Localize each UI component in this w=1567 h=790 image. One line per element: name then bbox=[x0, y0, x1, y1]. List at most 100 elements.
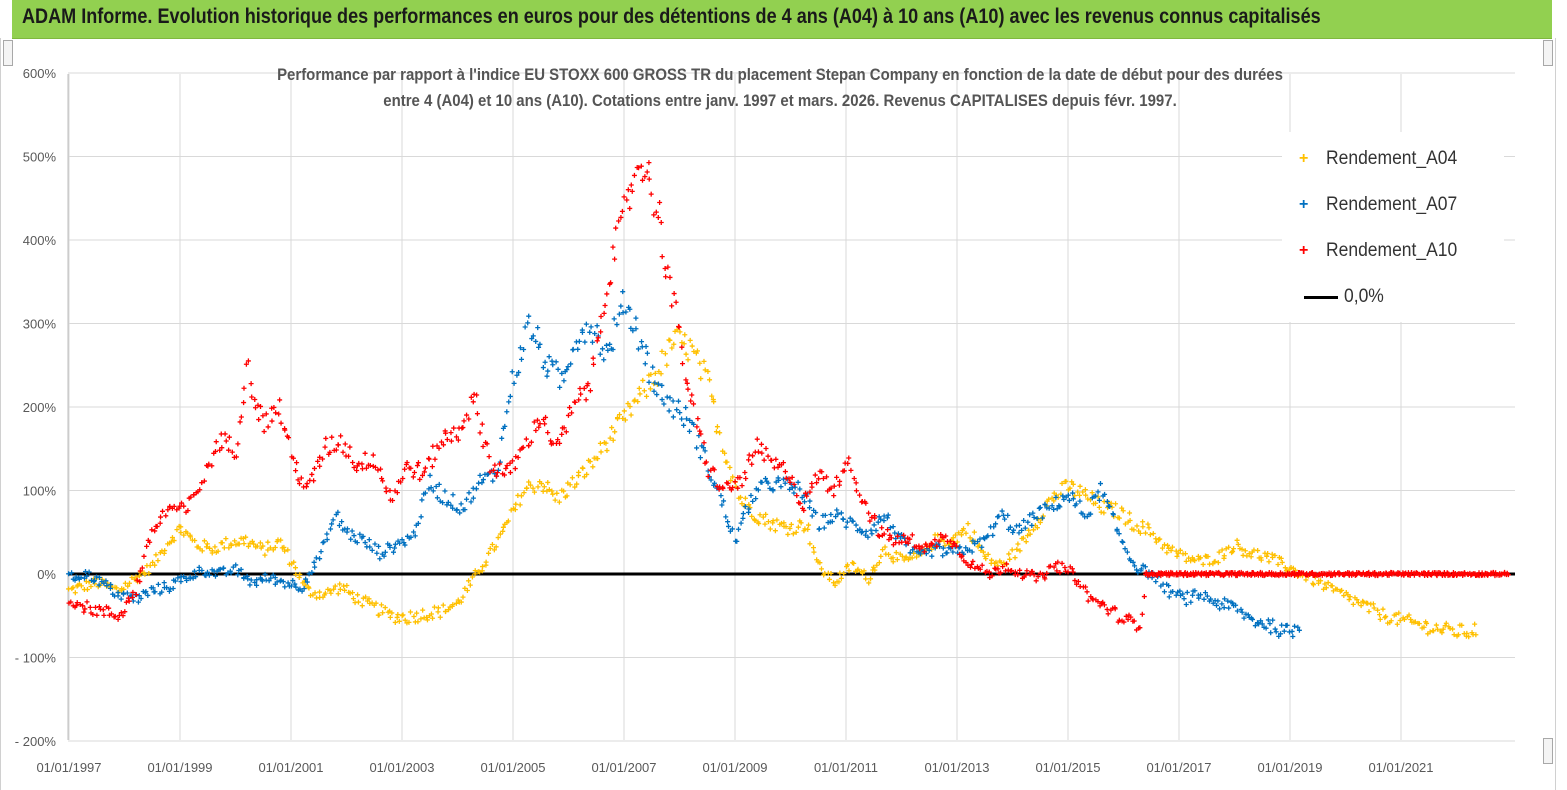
data-point bbox=[682, 332, 688, 338]
data-point bbox=[884, 515, 890, 521]
data-point bbox=[1360, 598, 1366, 604]
data-point bbox=[339, 519, 345, 525]
data-point bbox=[868, 527, 874, 533]
data-point bbox=[604, 448, 610, 454]
resize-handle-top-right[interactable] bbox=[1543, 40, 1553, 66]
data-point bbox=[1054, 506, 1060, 512]
data-point bbox=[746, 452, 752, 458]
data-point bbox=[956, 530, 962, 536]
data-point bbox=[72, 577, 78, 583]
data-point bbox=[223, 438, 229, 444]
resize-handle-bottom-right[interactable] bbox=[1543, 738, 1553, 764]
data-point bbox=[171, 538, 177, 544]
data-point bbox=[335, 509, 341, 515]
data-point bbox=[1413, 570, 1419, 576]
data-point bbox=[408, 534, 414, 540]
data-point bbox=[627, 306, 633, 312]
data-point bbox=[697, 428, 703, 434]
data-point bbox=[1215, 598, 1221, 604]
data-point bbox=[664, 362, 670, 368]
data-point bbox=[360, 533, 366, 539]
data-point bbox=[331, 586, 337, 592]
data-point bbox=[149, 527, 155, 533]
data-point bbox=[763, 446, 769, 452]
data-point bbox=[966, 547, 972, 553]
data-point bbox=[1323, 585, 1329, 591]
data-point bbox=[354, 467, 360, 473]
data-point bbox=[639, 339, 645, 345]
data-point bbox=[201, 478, 207, 484]
data-point bbox=[1037, 505, 1043, 511]
data-point bbox=[755, 449, 761, 455]
data-point bbox=[206, 572, 212, 578]
data-point bbox=[646, 176, 652, 182]
data-point bbox=[1059, 480, 1065, 486]
data-point bbox=[885, 527, 891, 533]
data-point bbox=[115, 590, 121, 596]
data-point bbox=[583, 397, 589, 403]
data-point bbox=[998, 570, 1004, 576]
data-point bbox=[718, 493, 724, 499]
data-point bbox=[564, 367, 570, 373]
data-point bbox=[1046, 496, 1052, 502]
data-point bbox=[894, 557, 900, 563]
data-point bbox=[943, 533, 949, 539]
data-point bbox=[610, 437, 616, 443]
data-point bbox=[372, 541, 378, 547]
data-point bbox=[534, 417, 540, 423]
data-point bbox=[1051, 564, 1057, 570]
data-point bbox=[1450, 626, 1456, 632]
data-point bbox=[1040, 571, 1046, 577]
data-point bbox=[610, 244, 616, 250]
data-point bbox=[372, 464, 378, 470]
data-point bbox=[890, 559, 896, 565]
data-point bbox=[377, 556, 383, 562]
data-point bbox=[663, 274, 669, 280]
data-point bbox=[347, 444, 353, 450]
data-point bbox=[1022, 525, 1028, 531]
data-point bbox=[807, 505, 813, 511]
data-point bbox=[373, 600, 379, 606]
data-point bbox=[381, 553, 387, 559]
data-point bbox=[828, 512, 834, 518]
data-point bbox=[1059, 560, 1065, 566]
data-point bbox=[254, 582, 260, 588]
legend-label: Rendement_A07 bbox=[1326, 194, 1458, 215]
legend-item-a07[interactable]: + Rendement_A07 bbox=[1282, 190, 1469, 220]
data-point bbox=[621, 194, 627, 200]
data-point bbox=[256, 417, 262, 423]
data-point bbox=[782, 480, 788, 486]
legend-item-a10[interactable]: + Rendement_A10 bbox=[1282, 236, 1469, 266]
data-point bbox=[1017, 548, 1023, 554]
x-tick-label: 01/01/2015 bbox=[1035, 760, 1100, 775]
resize-handle-top-left[interactable] bbox=[3, 40, 13, 66]
data-point bbox=[670, 414, 676, 420]
data-point bbox=[1177, 547, 1183, 553]
legend-item-a04[interactable]: + Rendement_A04 bbox=[1282, 144, 1469, 174]
data-point bbox=[450, 602, 456, 608]
data-point bbox=[387, 488, 393, 494]
data-point bbox=[204, 569, 210, 575]
data-point bbox=[1322, 581, 1328, 587]
data-point bbox=[317, 589, 323, 595]
data-point bbox=[648, 191, 654, 197]
data-point bbox=[822, 512, 828, 518]
data-point bbox=[427, 472, 433, 478]
data-point bbox=[697, 360, 703, 366]
data-point bbox=[168, 539, 174, 545]
data-point bbox=[390, 549, 396, 555]
data-point bbox=[133, 592, 139, 598]
data-point bbox=[324, 537, 330, 543]
data-point bbox=[738, 520, 744, 526]
data-point bbox=[141, 553, 147, 559]
data-point bbox=[780, 460, 786, 466]
data-point bbox=[929, 541, 935, 547]
data-point bbox=[422, 465, 428, 471]
data-point bbox=[590, 464, 596, 470]
data-point bbox=[396, 618, 402, 624]
data-point bbox=[1025, 519, 1031, 525]
legend-item-zero[interactable]: 0,0% bbox=[1282, 282, 1387, 312]
data-point bbox=[387, 614, 393, 620]
data-point bbox=[286, 435, 292, 441]
data-point bbox=[1015, 541, 1021, 547]
